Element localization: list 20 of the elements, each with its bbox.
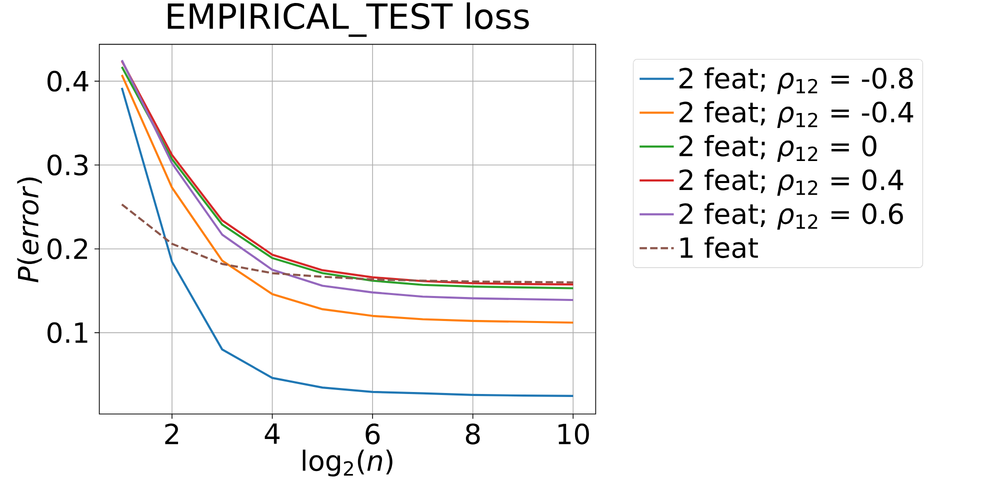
legend-label: 2 feat; ρ$_{12}$ = -0.4 bbox=[679, 101, 914, 128]
line-series bbox=[120, 203, 574, 284]
legend-label: 1 feat bbox=[680, 236, 758, 258]
chart-title: EMPIRICAL_TEST loss bbox=[168, 2, 529, 37]
x-tick-label: 6 bbox=[366, 424, 380, 444]
x-tick-label: 8 bbox=[466, 424, 480, 444]
y-tick-label: 0.4 bbox=[48, 70, 88, 92]
legend-label: 2 feat; ρ$_{12}$ = 0.4 bbox=[679, 168, 904, 196]
legend-label: 2 feat; ρ$_{12}$ = 0.6 bbox=[679, 202, 903, 230]
x-tick-label: 4 bbox=[264, 423, 280, 444]
line-series bbox=[120, 86, 574, 398]
y-tick-label: 0.2 bbox=[48, 238, 88, 260]
legend-label: 2 feat; ρ$_{12}$ = -0.8 bbox=[679, 67, 913, 94]
x-tick-label: 10 bbox=[558, 424, 589, 444]
y-tick-label: 0.1 bbox=[48, 322, 88, 344]
y-axis-title: P(error) bbox=[17, 178, 42, 282]
legend-label: 2 feat; ρ$_{12}$ = 0 bbox=[679, 135, 876, 162]
x-axis-title: log$_{2}$(n) bbox=[302, 450, 392, 476]
x-tick-label: 2 bbox=[165, 424, 178, 444]
y-tick-label: 0.3 bbox=[48, 154, 88, 176]
